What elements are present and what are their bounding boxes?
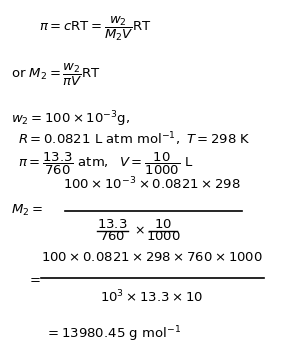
Text: $M_2 =$: $M_2 =$ bbox=[11, 203, 43, 218]
Text: $13.3$: $13.3$ bbox=[97, 218, 128, 231]
Text: $\pi = \dfrac{13.3}{760}\ \mathrm{atm,}\ \ V = \dfrac{10}{1000}\ \mathrm{L}$: $\pi = \dfrac{13.3}{760}\ \mathrm{atm,}\… bbox=[18, 151, 194, 177]
Text: $\times$: $\times$ bbox=[134, 224, 144, 237]
Text: $760$: $760$ bbox=[99, 230, 126, 243]
Text: $\pi = c\mathrm{RT} = \dfrac{w_2}{M_2V}\mathrm{RT}$: $\pi = c\mathrm{RT} = \dfrac{w_2}{M_2V}\… bbox=[39, 14, 152, 43]
Text: $=$: $=$ bbox=[27, 272, 41, 285]
Text: $= 13980.45\ \mathrm{g\ mol^{-1}}$: $= 13980.45\ \mathrm{g\ mol^{-1}}$ bbox=[45, 324, 181, 343]
Text: $10^3 \times 13.3 \times 10$: $10^3 \times 13.3 \times 10$ bbox=[100, 289, 203, 305]
Text: $100 \times 0.0821 \times 298 \times 760 \times 1000$: $100 \times 0.0821 \times 298 \times 760… bbox=[41, 251, 263, 263]
Text: $\mathrm{or}\ M_2 = \dfrac{w_2}{\pi V}\mathrm{RT}$: $\mathrm{or}\ M_2 = \dfrac{w_2}{\pi V}\m… bbox=[11, 62, 101, 88]
Text: $R = 0.0821\ \mathrm{L\ atm\ mol^{-1}},\ T = 298\ \mathrm{K}$: $R = 0.0821\ \mathrm{L\ atm\ mol^{-1}},\… bbox=[18, 130, 251, 148]
Text: $10$: $10$ bbox=[154, 218, 172, 231]
Text: $w_2 = 100 \times 10^{-3}\mathrm{g},$: $w_2 = 100 \times 10^{-3}\mathrm{g},$ bbox=[11, 110, 130, 129]
Text: $1000$: $1000$ bbox=[146, 230, 180, 243]
Text: $100 \times 10^{-3} \times 0.0821 \times 298$: $100 \times 10^{-3} \times 0.0821 \times… bbox=[63, 176, 241, 192]
